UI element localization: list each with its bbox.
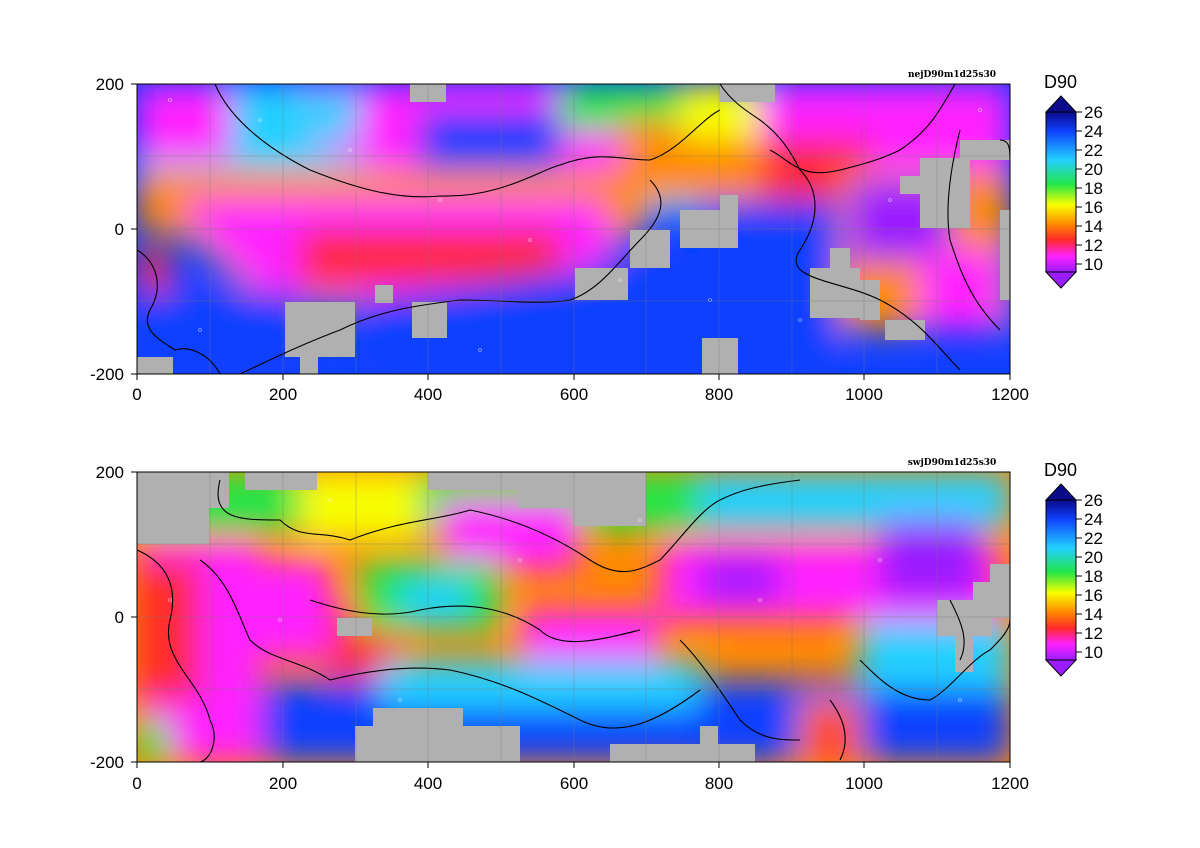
colorbar-tick: 18 xyxy=(1084,567,1103,586)
map-top-grid xyxy=(137,84,1010,374)
colorbar-tick: 12 xyxy=(1084,236,1103,255)
colorbar-tick: 14 xyxy=(1084,605,1103,624)
x-tick-label: 600 xyxy=(560,774,588,793)
colorbar-title: D90 xyxy=(1044,72,1077,92)
x-tick-label: 1000 xyxy=(845,774,883,793)
colorbar-tick: 22 xyxy=(1084,529,1103,548)
colorbar-tick: 24 xyxy=(1084,122,1103,141)
map-top-stations xyxy=(168,98,982,352)
colorbar-tick: 24 xyxy=(1084,510,1103,529)
colorbar-tick: 22 xyxy=(1084,141,1103,160)
colorbar-tick: 16 xyxy=(1084,198,1103,217)
y-tick-label: -200 xyxy=(90,753,124,772)
x-tick-label: 400 xyxy=(414,774,442,793)
colorbar-tick: 20 xyxy=(1084,548,1103,567)
x-tick-label: 1000 xyxy=(845,385,883,404)
colorbar-tick: 10 xyxy=(1084,643,1103,662)
x-tick-label: 400 xyxy=(414,385,442,404)
colorbar-title: D90 xyxy=(1044,460,1077,480)
map-top-xaxis: 0 200 400 600 800 1000 1200 xyxy=(132,374,1029,404)
y-tick-label: -200 xyxy=(90,365,124,384)
y-tick-label: 200 xyxy=(96,463,124,482)
colorbar-tick: 10 xyxy=(1084,255,1103,274)
x-tick-label: 600 xyxy=(560,385,588,404)
x-tick-label: 0 xyxy=(132,385,141,404)
map-bottom-stations xyxy=(168,498,962,702)
colorbar-tick: 26 xyxy=(1084,103,1103,122)
colorbar-tick: 12 xyxy=(1084,624,1103,643)
colorbar-tick: 14 xyxy=(1084,217,1103,236)
map-bottom-yaxis: 200 0 -200 xyxy=(90,463,137,772)
colorbar-top: D90 26 24 22 20 18 16 14 12 10 xyxy=(1044,72,1103,289)
x-tick-label: 800 xyxy=(705,774,733,793)
map-top-nodata xyxy=(137,84,1010,374)
map-top-field xyxy=(137,84,1010,374)
colorbar-tick: 16 xyxy=(1084,586,1103,605)
y-tick-label: 200 xyxy=(96,75,124,94)
colorbar-tick: 18 xyxy=(1084,179,1103,198)
x-tick-label: 1200 xyxy=(991,774,1029,793)
y-tick-label: 0 xyxy=(115,608,124,627)
y-tick-label: 0 xyxy=(115,220,124,239)
colorbar-bottom: D90 26 24 22 20 18 16 14 12 10 xyxy=(1044,460,1103,677)
map-bottom-xaxis: 0 200 400 600 800 1000 1200 xyxy=(132,762,1029,793)
x-tick-label: 0 xyxy=(132,774,141,793)
map-top: nejD90m1d25s30 0 200 400 600 800 1000 12… xyxy=(90,70,1029,404)
map-bottom-field xyxy=(137,472,1010,762)
map-top-yaxis: 200 0 -200 xyxy=(90,75,137,384)
map-bottom: swjD90m1d25s30 0 200 400 600 800 1000 12… xyxy=(90,458,1029,793)
map-top-title: nejD90m1d25s30 xyxy=(908,70,996,80)
x-tick-label: 1200 xyxy=(991,385,1029,404)
map-bottom-coastline xyxy=(137,479,1010,762)
x-tick-label: 200 xyxy=(269,385,297,404)
x-tick-label: 200 xyxy=(269,774,297,793)
colorbar-tick: 20 xyxy=(1084,160,1103,179)
map-bottom-grid xyxy=(137,472,1010,762)
map-bottom-title: swjD90m1d25s30 xyxy=(908,458,997,468)
colorbar-tick: 26 xyxy=(1084,491,1103,510)
x-tick-label: 800 xyxy=(705,385,733,404)
